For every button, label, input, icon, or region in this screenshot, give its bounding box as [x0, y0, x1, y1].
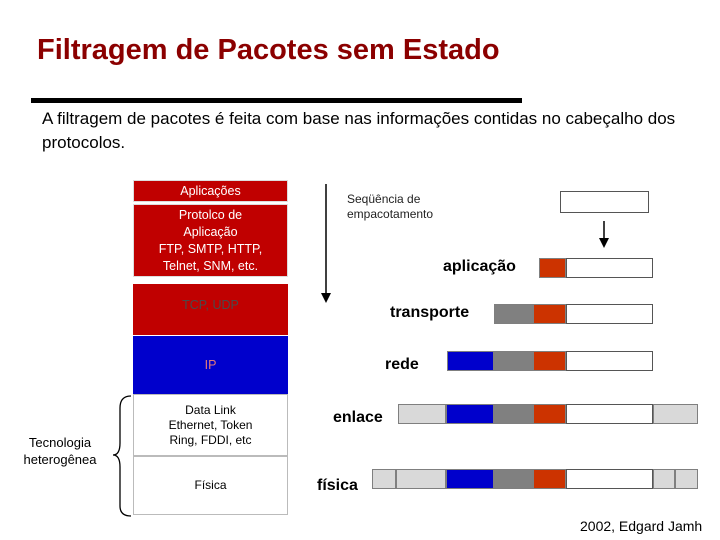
heterogeneous-line: heterogênea	[23, 452, 97, 467]
stack-datalink: Data Link Ethernet, Token Ring, FDDI, et…	[133, 394, 288, 456]
layer-label-network: rede	[385, 356, 419, 373]
stack-datalink-line: Ethernet, Token	[168, 417, 253, 432]
packet-transport-header	[494, 304, 533, 324]
slide-title: Filtragem de Pacotes sem Estado	[37, 34, 500, 66]
stack-app-protocol-line: Telnet, SNM, etc.	[162, 258, 259, 273]
sequence-label-line: Seqüência de	[347, 192, 421, 206]
stack-app-protocol-line: FTP, SMTP, HTTP,	[158, 241, 263, 256]
heterogeneous-line: Tecnologia	[28, 435, 92, 450]
packet-transport-header	[494, 404, 533, 424]
packet-transport-header	[494, 469, 533, 489]
layer-label-transport: transporte	[390, 304, 470, 321]
intro-text: A filtragem de pacotes é feita com base …	[42, 109, 676, 152]
stack-app-protocol-line: Aplicação	[183, 224, 238, 239]
layer-label-application: aplicação	[443, 258, 516, 275]
layer-label-physical: física	[317, 477, 358, 494]
packet-app-data	[566, 404, 653, 424]
stack-applications: Aplicações	[133, 180, 288, 202]
packet-app-data	[566, 304, 653, 324]
stack-app-protocol: Protolco de Aplicação FTP, SMTP, HTTP, T…	[133, 204, 288, 277]
layer-label-link: enlace	[333, 409, 383, 426]
packet-app-header	[533, 304, 566, 324]
packet-network-header	[446, 469, 494, 489]
packet-app-header	[533, 404, 566, 424]
heterogeneous-label: Tecnologia heterogênea	[10, 434, 110, 468]
slide-credit: 2002, Edgard Jamh	[580, 518, 703, 534]
stack-network-label: IP	[204, 357, 217, 372]
packet-transport-header	[494, 351, 533, 371]
packet-app-header	[539, 258, 566, 278]
packet-physical-trailer	[675, 469, 698, 489]
stack-datalink-line: Ring, FDDI, etc	[169, 432, 252, 447]
stack-applications-label: Aplicações	[180, 183, 241, 198]
packet-link-trailer	[653, 469, 675, 489]
packet-app-data	[566, 351, 653, 371]
stack-app-protocol-line: Protolco de	[178, 207, 243, 222]
packet-data-block	[560, 191, 649, 213]
stack-network: IP	[133, 336, 288, 394]
packet-link-header	[398, 404, 446, 424]
packet-link-header	[396, 469, 446, 489]
heterogeneous-brace	[112, 395, 132, 517]
sequence-label-line: empacotamento	[347, 207, 434, 221]
packet-physical-preamble	[372, 469, 396, 489]
packet-app-data	[566, 469, 653, 489]
stack-transport: TCP, UDP	[133, 284, 288, 335]
packet-link-trailer	[653, 404, 698, 424]
sequence-label: Seqüência de empacotamento	[347, 192, 433, 222]
stack-transport-label: TCP, UDP	[182, 298, 239, 312]
stack-datalink-line: Data Link	[185, 402, 236, 417]
packet-app-header	[533, 351, 566, 371]
title-underline	[31, 98, 522, 103]
packet-network-header	[447, 351, 494, 371]
stack-physical-label: Física	[194, 478, 227, 492]
packet-app-data	[566, 258, 653, 278]
packet-network-header	[446, 404, 494, 424]
stack-physical: Física	[133, 456, 288, 515]
packet-app-header	[533, 469, 566, 489]
